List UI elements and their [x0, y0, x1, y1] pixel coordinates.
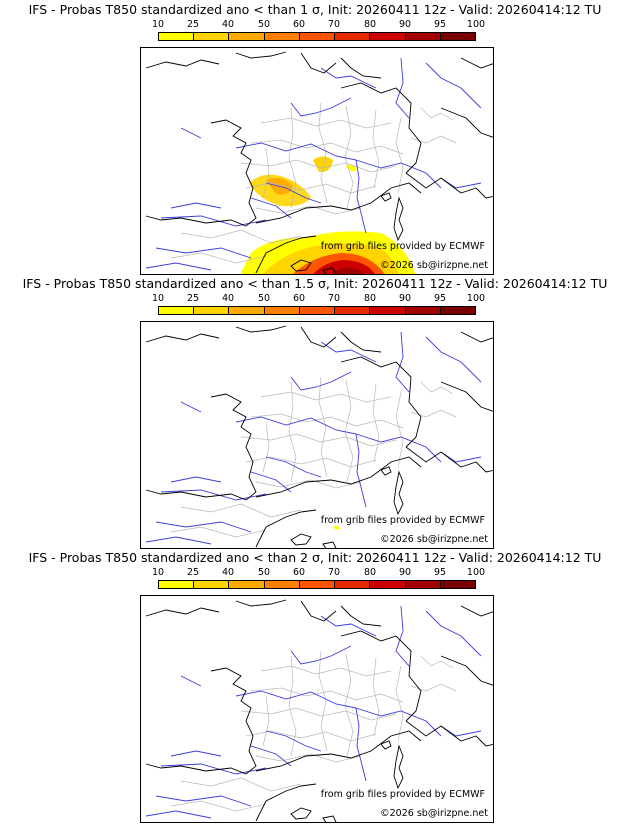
probability-shading [333, 525, 340, 530]
legend-swatch [335, 33, 371, 40]
map-panel-2sigma: IFS - Probas T850 standardized ano < tha… [0, 550, 630, 824]
legend-tick: 100 [466, 293, 486, 304]
legend-swatch [159, 33, 195, 40]
credit-copyright: ©2026 sb@irizpne.net [380, 808, 488, 819]
legend-swatch [229, 33, 265, 40]
map-panel-1-5sigma: IFS - Probas T850 standardized ano < tha… [0, 276, 630, 550]
legend-swatch [299, 307, 336, 314]
legend-tick: 10 [151, 567, 165, 578]
legend-swatch [440, 581, 475, 588]
legend-tick: 80 [363, 19, 377, 30]
legend-tick: 60 [292, 293, 306, 304]
legend-tick: 40 [221, 567, 235, 578]
map-panel-1sigma: IFS - Probas T850 standardized ano < tha… [0, 2, 630, 276]
legend-tick: 60 [292, 19, 306, 30]
map-frame: from grib files provided by ECMWF ©2026 … [140, 47, 494, 275]
legend-tick: 50 [257, 19, 271, 30]
legend-swatch [370, 581, 406, 588]
legend-tick: 100 [466, 567, 486, 578]
legend-colorbar [158, 32, 476, 41]
legend-colorbar [158, 580, 476, 589]
legend-ticks: 10 25 40 50 60 70 80 90 95 100 [152, 567, 485, 579]
legend-tick: 95 [433, 293, 447, 304]
legend-tick: 60 [292, 567, 306, 578]
legend-swatch [370, 307, 406, 314]
legend-swatch [159, 307, 195, 314]
map-svg [145, 325, 493, 548]
legend-swatch [370, 33, 406, 40]
legend-swatch [405, 33, 441, 40]
legend-tick: 95 [433, 19, 447, 30]
legend-tick: 50 [257, 293, 271, 304]
legend-swatch [194, 33, 230, 40]
legend-swatch [264, 33, 300, 40]
legend-swatch [229, 581, 265, 588]
legend-swatch [440, 33, 475, 40]
legend-ticks: 10 25 40 50 60 70 80 90 95 100 [152, 19, 485, 31]
legend-tick: 25 [186, 567, 200, 578]
legend-tick: 25 [186, 293, 200, 304]
legend-tick: 10 [151, 19, 165, 30]
probability-shading [241, 156, 416, 274]
legend-tick: 80 [363, 293, 377, 304]
legend-swatch [335, 581, 371, 588]
map-svg [145, 51, 493, 274]
legend-tick: 90 [398, 293, 412, 304]
credit-copyright: ©2026 sb@irizpne.net [380, 260, 488, 271]
legend-tick: 10 [151, 293, 165, 304]
legend-tick: 70 [327, 293, 341, 304]
credit-source: from grib files provided by ECMWF [320, 241, 485, 252]
legend-swatch [194, 581, 230, 588]
legend-swatch [194, 307, 230, 314]
panel-title: IFS - Probas T850 standardized ano < tha… [28, 550, 602, 565]
legend-tick: 100 [466, 19, 486, 30]
legend-swatch [229, 307, 265, 314]
legend-tick: 70 [327, 567, 341, 578]
legend-tick: 80 [363, 567, 377, 578]
panel-title: IFS - Probas T850 standardized ano < tha… [22, 276, 608, 291]
legend-swatch [264, 307, 300, 314]
panel-title: IFS - Probas T850 standardized ano < tha… [28, 2, 602, 17]
legend-tick: 25 [186, 19, 200, 30]
legend-swatch [440, 307, 475, 314]
credit-source: from grib files provided by ECMWF [320, 789, 485, 800]
legend-tick: 50 [257, 567, 271, 578]
credit-copyright: ©2026 sb@irizpne.net [380, 534, 488, 545]
legend-swatch [159, 581, 195, 588]
legend-swatch [299, 581, 336, 588]
map-frame: from grib files provided by ECMWF ©2026 … [140, 595, 494, 823]
legend-swatch [335, 307, 371, 314]
credit-source: from grib files provided by ECMWF [320, 515, 485, 526]
legend-tick: 90 [398, 19, 412, 30]
legend-tick: 70 [327, 19, 341, 30]
map-frame: from grib files provided by ECMWF ©2026 … [140, 321, 494, 549]
legend-ticks: 10 25 40 50 60 70 80 90 95 100 [152, 293, 485, 305]
legend-tick: 40 [221, 19, 235, 30]
legend-tick: 90 [398, 567, 412, 578]
legend-colorbar [158, 306, 476, 315]
legend-swatch [264, 581, 300, 588]
legend-tick: 95 [433, 567, 447, 578]
legend-swatch [405, 581, 441, 588]
legend-tick: 40 [221, 293, 235, 304]
legend-swatch [405, 307, 441, 314]
legend-swatch [299, 33, 336, 40]
